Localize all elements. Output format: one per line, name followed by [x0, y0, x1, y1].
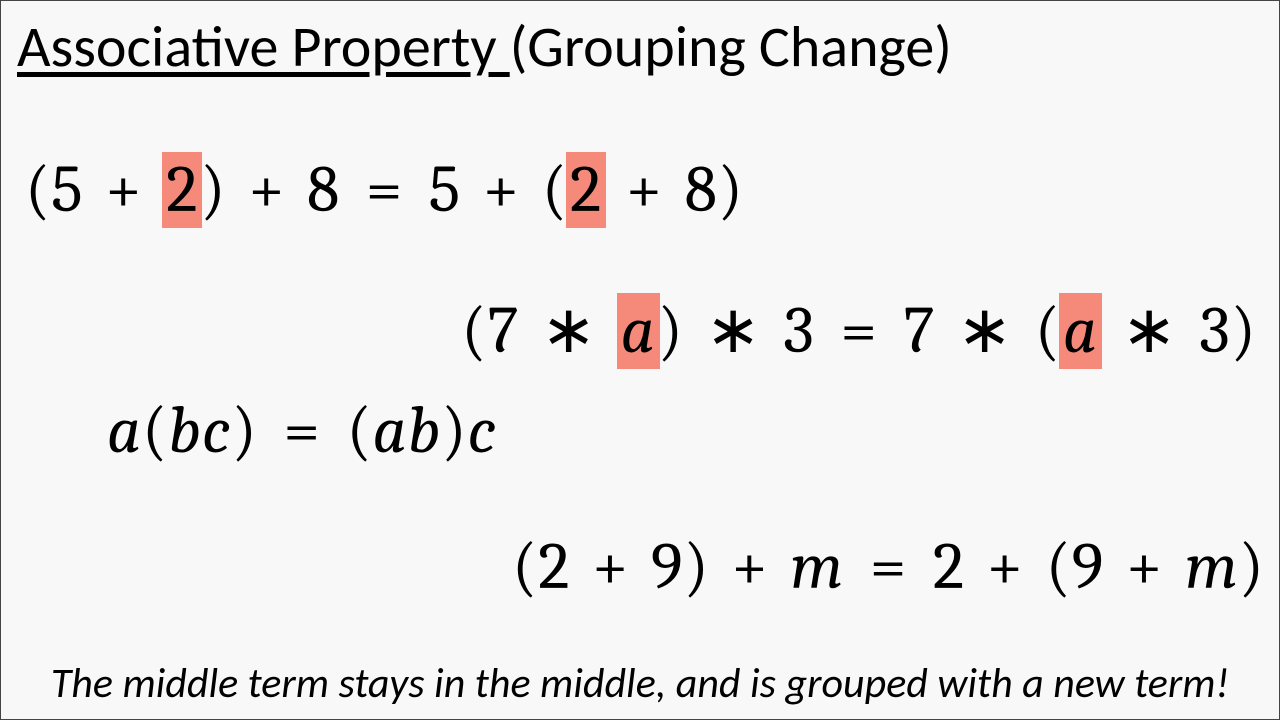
slide: Associative Property (Grouping Change) (…: [0, 0, 1280, 720]
footer-text: The middle term stays in the middle, and…: [1, 658, 1279, 709]
equation-2: (7 ∗ a) ∗ 3 = 7 ∗ (a ∗ 3): [461, 297, 1257, 366]
equation-4: (2 + 9) + m = 2 + (9 + m): [512, 533, 1265, 602]
title-rest: (Grouping Change): [510, 11, 952, 82]
title: Associative Property (Grouping Change): [17, 15, 1263, 79]
equation-1: (5 + 2) + 8 = 5 + (2 + 8): [25, 156, 744, 225]
title-underlined: Associative Property: [17, 11, 510, 82]
equation-3: a(bc) = (ab)c: [107, 397, 497, 466]
